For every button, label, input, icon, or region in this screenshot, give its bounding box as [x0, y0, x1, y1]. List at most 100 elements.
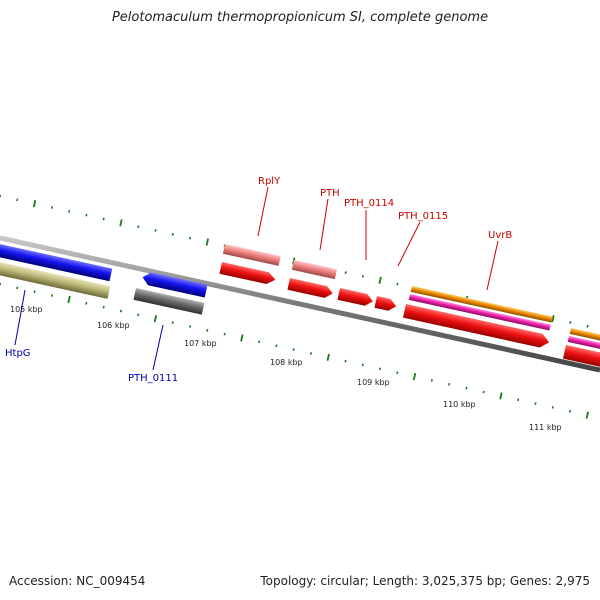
- pth-0115-cds-arrow: [374, 296, 397, 311]
- uvrb-cds-arrow: [403, 304, 550, 348]
- inner-minor-tick: [275, 344, 278, 348]
- inner-minor-tick: [448, 382, 451, 386]
- inner-minor-tick: [465, 386, 468, 390]
- kbp-label-105: 105 kbp: [10, 305, 43, 314]
- topology-summary-text: Topology: circular; Length: 3,025,375 bp…: [260, 574, 590, 588]
- outer-major-tick: [292, 257, 296, 265]
- inner-minor-tick: [482, 390, 485, 394]
- outer-minor-tick: [189, 236, 192, 240]
- map-title: Pelotomaculum thermopropionicum SI, comp…: [111, 10, 489, 25]
- outer-minor-tick: [137, 225, 140, 228]
- inner-minor-tick: [102, 305, 105, 309]
- rply-gene-feature: [222, 244, 281, 266]
- outer-minor-tick: [85, 213, 88, 217]
- inner-minor-tick: [258, 340, 261, 344]
- inner-major-tick: [67, 295, 71, 304]
- outer-minor-tick: [16, 198, 19, 202]
- pth-0111-cds-arrow: [142, 272, 208, 298]
- pth-0114-label: PTH_0114: [344, 198, 394, 209]
- pth-leader-line: [319, 198, 329, 251]
- outer-minor-tick: [68, 210, 71, 213]
- inner-minor-tick: [396, 371, 399, 375]
- pth-0111-leader-line: [152, 324, 164, 371]
- inner-minor-tick: [551, 406, 554, 409]
- htpg-label: HtpG: [5, 348, 31, 359]
- inner-major-tick: [326, 353, 330, 361]
- forward-strand-features: [219, 244, 600, 369]
- outer-minor-tick: [50, 206, 53, 209]
- pth-0115-label: PTH_0115: [398, 211, 448, 222]
- inner-major-tick: [585, 411, 589, 419]
- outer-major-tick: [32, 200, 37, 208]
- outer-minor-tick: [396, 282, 399, 286]
- next-magenta-feature: [567, 336, 600, 351]
- inner-minor-tick: [379, 367, 382, 371]
- outer-major-tick: [551, 315, 555, 323]
- inner-minor-tick: [171, 321, 174, 324]
- kbp-label-111: 111 kbp: [529, 423, 562, 432]
- outer-major-tick: [119, 219, 123, 227]
- uvrb-magenta-feature: [408, 294, 551, 331]
- kbp-label-110: 110 kbp: [443, 400, 476, 409]
- outer-minor-tick: [569, 321, 572, 324]
- kbp-label-106: 106 kbp: [97, 321, 130, 330]
- outer-minor-tick: [344, 271, 347, 274]
- inner-minor-tick: [50, 294, 53, 297]
- rply-leader-line: [257, 186, 269, 237]
- rply-label: RplY: [258, 176, 281, 187]
- kbp-label-107: 107 kbp: [184, 339, 217, 348]
- inner-minor-tick: [569, 409, 572, 413]
- inner-minor-tick: [361, 363, 364, 367]
- inner-minor-tick: [16, 286, 19, 290]
- outer-minor-tick: [171, 232, 174, 236]
- outer-minor-tick: [154, 229, 157, 232]
- outer-minor-tick: [586, 324, 589, 328]
- inner-minor-tick: [137, 313, 140, 317]
- inner-minor-tick: [223, 332, 226, 336]
- inner-tick-marks: [0, 282, 589, 419]
- pth-gene-feature: [291, 260, 337, 280]
- reverse-gene-labels: HtpG PTH_0111: [5, 289, 178, 384]
- uvrb-leader-line: [486, 240, 499, 291]
- kbp-label-108: 108 kbp: [270, 358, 303, 367]
- reverse-strand-features: [0, 243, 208, 315]
- pth-0114-cds-arrow: [337, 288, 373, 306]
- inner-minor-tick: [85, 301, 88, 305]
- inner-minor-tick: [206, 328, 209, 332]
- inner-minor-tick: [534, 402, 537, 405]
- inner-major-tick: [412, 373, 417, 381]
- pth-0111-label: PTH_0111: [128, 373, 178, 384]
- inner-minor-tick: [517, 398, 520, 402]
- outer-major-tick: [205, 238, 209, 246]
- next-cds-feature: [563, 345, 600, 369]
- htpg-leader-line: [14, 289, 26, 346]
- inner-minor-tick: [344, 359, 347, 363]
- accession-text: Accession: NC_009454: [9, 574, 146, 588]
- inner-minor-tick: [430, 379, 433, 382]
- pth-0111-gene-feature: [133, 288, 205, 315]
- htpg-gene-feature: [0, 261, 111, 299]
- inner-major-tick: [153, 315, 158, 323]
- inner-major-tick: [499, 392, 503, 400]
- kbp-label-109: 109 kbp: [357, 378, 390, 387]
- outer-minor-tick: [361, 275, 364, 278]
- pth-label: PTH: [320, 188, 340, 199]
- pth-cds-arrow: [287, 278, 333, 298]
- inner-minor-tick: [292, 348, 295, 351]
- uvrb-orange-feature: [410, 286, 553, 323]
- inner-minor-tick: [119, 309, 122, 313]
- uvrb-label: UvrB: [488, 230, 512, 241]
- outer-major-tick: [378, 276, 382, 284]
- inner-minor-tick: [309, 352, 312, 355]
- rply-cds-arrow: [219, 262, 276, 284]
- htpg-cds-arrow: [0, 243, 113, 282]
- genome-backbone: [0, 235, 600, 373]
- inner-major-tick: [240, 334, 244, 342]
- outer-minor-tick: [102, 217, 105, 221]
- inner-minor-tick: [33, 290, 36, 294]
- inner-minor-tick: [189, 325, 192, 328]
- pth-0115-leader-line: [397, 221, 421, 267]
- forward-gene-labels: RplY PTH PTH_0114 PTH_0115 UvrB: [257, 176, 512, 291]
- kbp-labels: 105 kbp 106 kbp 107 kbp 108 kbp 109 kbp …: [10, 305, 562, 432]
